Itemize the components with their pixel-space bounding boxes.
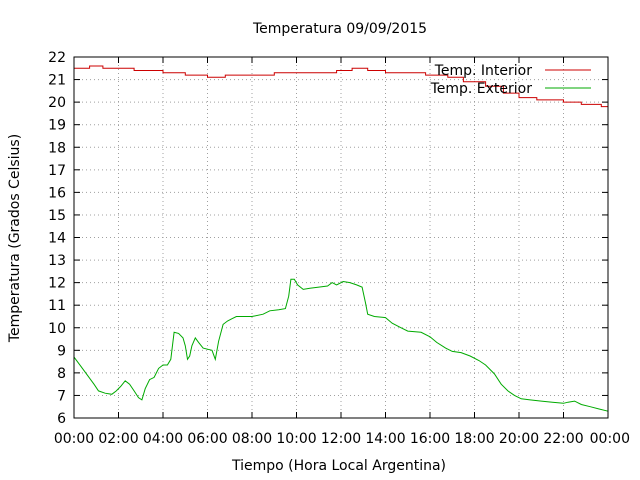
series-lines [73, 65, 609, 412]
x-tick-label: 18:00 [454, 431, 494, 447]
x-tick-label: 20:00 [499, 431, 539, 447]
x-tick-label: 04:00 [143, 431, 183, 447]
y-tick-label: 22 [48, 50, 66, 66]
y-tick-label: 21 [48, 73, 66, 89]
chart-title: Temperatura 09/09/2015 [252, 21, 427, 37]
y-tick-label: 10 [48, 321, 66, 337]
x-tick-label: 02:00 [98, 431, 138, 447]
x-tick-label: 06:00 [187, 431, 227, 447]
x-tick-label: 00:00 [54, 431, 94, 447]
y-tick-label: 20 [48, 95, 66, 111]
y-tick-label: 18 [48, 140, 66, 156]
x-tick-label: 08:00 [232, 431, 272, 447]
legend: Temp. Interior Temp. Exterior [430, 63, 591, 97]
y-tick-label: 6 [57, 411, 66, 427]
y-tick-label: 7 [57, 388, 66, 404]
y-tick-label: 8 [57, 366, 66, 382]
y-tick-label: 19 [48, 118, 66, 134]
series-line-interior [74, 65, 608, 108]
y-tick-label: 17 [48, 163, 66, 179]
x-tick-label: 00:00 [590, 431, 630, 447]
grid-lines [74, 57, 608, 418]
x-tick-label: 10:00 [276, 431, 316, 447]
y-tick-label: 11 [48, 298, 66, 314]
legend-label: Temp. Exterior [430, 81, 533, 97]
y-tick-label: 15 [48, 208, 66, 224]
y-tick-label: 9 [57, 343, 66, 359]
series-line-exterior [73, 278, 609, 412]
y-axis-label: Temperatura (Grados Celsius) [7, 134, 23, 343]
x-tick-label: 12:00 [321, 431, 361, 447]
legend-label: Temp. Interior [434, 63, 533, 79]
y-tick-label: 16 [48, 185, 66, 201]
x-axis-label: Tiempo (Hora Local Argentina) [231, 458, 446, 474]
y-tick-label: 12 [48, 276, 66, 292]
y-tick-label: 14 [48, 231, 66, 247]
x-tick-label: 22:00 [543, 431, 583, 447]
y-tick-label: 13 [48, 253, 66, 269]
x-tick-label: 14:00 [365, 431, 405, 447]
x-tick-label: 16:00 [410, 431, 450, 447]
